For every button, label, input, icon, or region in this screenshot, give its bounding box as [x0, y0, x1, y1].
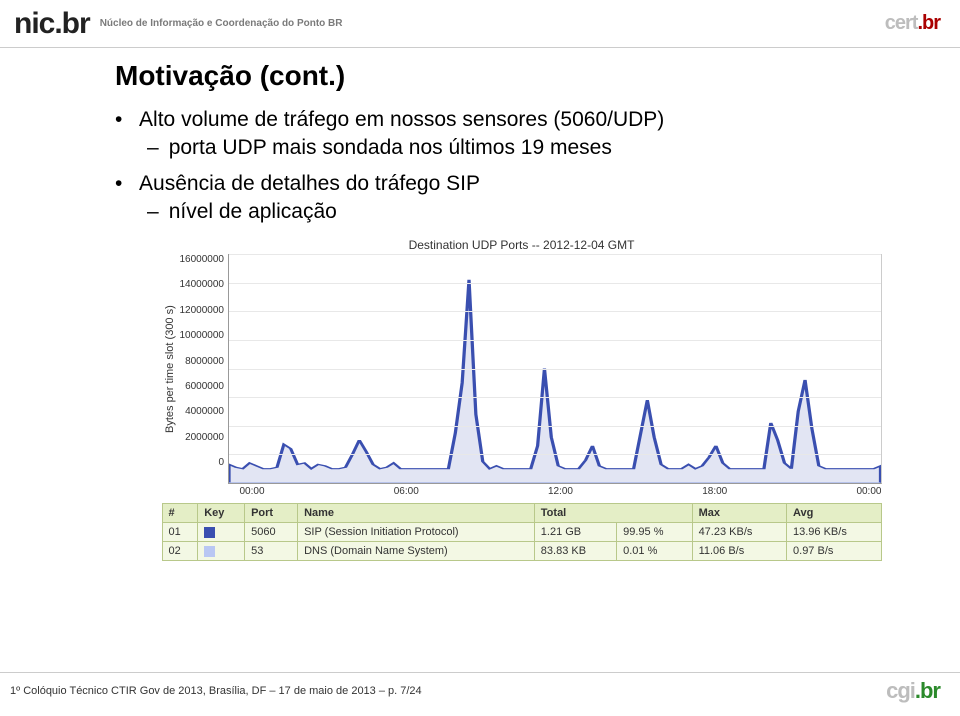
plot-area [228, 254, 882, 484]
y-tick-label: 0 [180, 457, 225, 468]
bullet-item: Ausência de detalhes do tráfego SIP níve… [115, 172, 928, 224]
grid-line [229, 397, 881, 398]
x-tick-label: 12:00 [548, 486, 573, 497]
x-tick-label: 00:00 [240, 486, 265, 497]
sub-bullet-item: nível de aplicação [147, 200, 928, 224]
y-tick-label: 8000000 [180, 356, 225, 367]
nicbr-logo: nic.br [14, 7, 90, 41]
grid-line [229, 369, 881, 370]
cert-suffix: .br [917, 12, 940, 34]
bullet-text: Alto volume de tráfego em nossos sensore… [139, 108, 664, 131]
grid-line [229, 254, 881, 255]
legend-header: Avg [787, 504, 881, 523]
cgi-prefix: cgi [886, 678, 915, 703]
legend-total: 83.83 KB [534, 542, 616, 561]
header-left: nic.br Núcleo de Informação e Coordenaçã… [14, 7, 343, 41]
y-tick-label: 12000000 [180, 305, 225, 316]
grid-line [229, 454, 881, 455]
certbr-logo: cert.br [885, 12, 940, 35]
legend-header: Max [692, 504, 786, 523]
footer-text: 1º Colóquio Técnico CTIR Gov de 2013, Br… [10, 685, 422, 697]
legend-header: Key [198, 504, 245, 523]
y-tick-label: 10000000 [180, 330, 225, 341]
bullet-item: Alto volume de tráfego em nossos sensore… [115, 108, 928, 160]
legend-pct: 0.01 % [617, 542, 692, 561]
legend-key [198, 523, 245, 542]
legend-port: 53 [245, 542, 298, 561]
x-tick-label: 18:00 [702, 486, 727, 497]
slide-footer: 1º Colóquio Técnico CTIR Gov de 2013, Br… [0, 672, 960, 708]
legend-table: # Key Port Name Total Max Avg 01 5060SIP … [162, 503, 882, 561]
legend-row: 015060SIP (Session Initiation Protocol)1… [162, 523, 881, 542]
legend-header: Name [298, 504, 535, 523]
chart-title: Destination UDP Ports -- 2012-12-04 GMT [162, 238, 882, 252]
y-axis-label: Bytes per time slot (300 s) [162, 254, 178, 484]
slide-content: Motivação (cont.) Alto volume de tráfego… [0, 48, 960, 561]
grid-line [229, 340, 881, 341]
grid-line [229, 283, 881, 284]
y-tick-label: 6000000 [180, 381, 225, 392]
legend-avg: 0.97 B/s [787, 542, 881, 561]
bullet-text: Ausência de detalhes do tráfego SIP [139, 172, 480, 195]
legend-idx: 01 [162, 523, 198, 542]
color-swatch [204, 527, 215, 538]
chart-container: Destination UDP Ports -- 2012-12-04 GMT … [162, 238, 882, 497]
cgibr-logo: cgi.br [886, 678, 940, 704]
x-tick-label: 06:00 [394, 486, 419, 497]
legend-max: 11.06 B/s [692, 542, 786, 561]
chart-area: Bytes per time slot (300 s) 16000000 1400… [162, 254, 882, 484]
legend-avg: 13.96 KB/s [787, 523, 881, 542]
color-swatch [204, 546, 215, 557]
y-tick-label: 4000000 [180, 406, 225, 417]
legend-header-row: # Key Port Name Total Max Avg [162, 504, 881, 523]
grid-line [229, 426, 881, 427]
legend-name: DNS (Domain Name System) [298, 542, 535, 561]
sub-bullet-item: porta UDP mais sondada nos últimos 19 me… [147, 136, 928, 160]
legend-max: 47.23 KB/s [692, 523, 786, 542]
sub-bullet-list: porta UDP mais sondada nos últimos 19 me… [147, 136, 928, 160]
legend-port: 5060 [245, 523, 298, 542]
y-tick-label: 14000000 [180, 279, 225, 290]
x-ticks: 00:00 06:00 12:00 18:00 00:00 [240, 484, 882, 497]
sub-bullet-list: nível de aplicação [147, 200, 928, 224]
legend-header: Port [245, 504, 298, 523]
legend-key [198, 542, 245, 561]
legend-total: 1.21 GB [534, 523, 616, 542]
legend-row: 02 53DNS (Domain Name System)83.83 KB0.01… [162, 542, 881, 561]
y-tick-label: 16000000 [180, 254, 225, 265]
cert-prefix: cert [885, 12, 918, 34]
cgi-suffix: .br [915, 678, 940, 703]
legend-name: SIP (Session Initiation Protocol) [298, 523, 535, 542]
legend-header: # [162, 504, 198, 523]
y-ticks: 16000000 14000000 12000000 10000000 8000000 6… [178, 254, 229, 484]
series-5060 [229, 280, 881, 483]
x-tick-label: 00:00 [856, 486, 881, 497]
header-subtitle: Núcleo de Informação e Coordenação do Po… [100, 18, 343, 29]
grid-line [229, 311, 881, 312]
y-tick-label: 2000000 [180, 432, 225, 443]
legend-pct: 99.95 % [617, 523, 692, 542]
legend-idx: 02 [162, 542, 198, 561]
slide-header: nic.br Núcleo de Informação e Coordenaçã… [0, 0, 960, 48]
bullet-list: Alto volume de tráfego em nossos sensore… [115, 108, 928, 224]
legend-header: Total [534, 504, 692, 523]
slide-title: Motivação (cont.) [115, 60, 928, 92]
